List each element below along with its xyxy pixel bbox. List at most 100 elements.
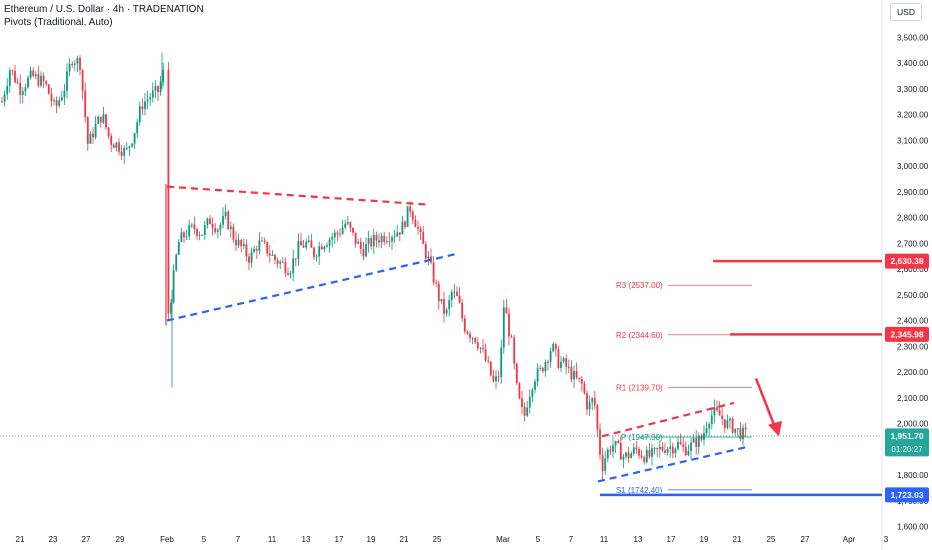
candle-body [398,232,401,235]
candle-body [250,252,253,263]
candle-body [86,117,89,144]
candle-body [24,87,27,92]
candle-body [310,240,313,248]
candle-body [450,292,453,301]
trendlines [166,185,749,483]
candle-body [222,215,224,225]
candle-body [544,361,547,372]
candle-body [508,313,510,337]
candle-body [744,427,747,430]
x-tick-label: 11 [600,535,609,544]
indicator-label[interactable]: Pivots (Traditional, Auto) [4,17,113,28]
x-tick-label: Feb [160,535,174,544]
candle-body [736,428,739,430]
candle-body [331,237,334,240]
candle-body [224,211,227,216]
y-tick-label: 3,400.00 [897,59,929,68]
candle-body [406,206,409,227]
x-tick-label: Mar [496,535,510,544]
candle-body [599,429,601,455]
candle-body [157,86,159,93]
y-tick-label: 2,700.00 [897,239,929,248]
candle-body [227,211,230,230]
candle-body [196,229,198,236]
candle-body [37,74,40,86]
candle-body [292,258,295,274]
candle-body [695,438,698,448]
candle-body [622,456,625,460]
candle-body [630,453,633,458]
trendline-upper-red-1 [166,185,429,206]
candle-body [240,239,243,247]
candle-body [440,299,443,302]
candle-body [352,227,354,233]
candle-body [391,237,393,242]
candle-body [437,283,440,302]
candle-body [118,142,120,152]
x-tick-label: 21 [400,535,409,544]
candle-body [297,241,300,259]
candle-body [188,225,191,237]
candle-body [60,97,63,101]
candle-body [718,410,721,416]
candle-body [638,448,640,456]
candle-body [510,336,513,338]
candle-body [432,262,435,283]
y-tick-label: 2,500.00 [897,291,929,300]
candle-body [305,241,308,248]
candle-body [211,223,214,228]
candle-body [214,227,217,232]
pivot-label: S1 (1742.40) [616,486,663,495]
y-tick-label: 2,600.00 [897,265,929,274]
time-axis[interactable]: 21 23 27 29 Feb 5 7 11 13 17 19 21 25 Mar 5 7 11 13 17 19 21… [16,535,889,544]
candle-body [661,446,664,451]
candle-body [32,70,35,76]
candle-body [40,75,42,86]
candle-body [112,144,115,148]
x-tick-label: 29 [116,535,125,544]
candle-body [370,238,373,247]
y-tick-label: 2,400.00 [897,317,929,326]
pivot-label: R2 (2344.60) [616,331,663,340]
candle-body [307,240,310,242]
candle-body [170,302,172,314]
down-arrow-annotation [754,377,782,437]
candle-body [71,64,74,66]
candle-body [346,222,349,224]
candle-body [422,232,425,244]
candle-body [726,420,729,428]
candle-body [419,228,422,233]
candle-body [443,299,445,314]
candle-body [120,151,123,156]
currency-button[interactable]: USD [890,3,922,21]
candle-body [141,106,144,110]
candle-body [474,337,477,343]
candle-body [11,70,14,72]
candle-body [253,249,256,253]
y-tick-label: 2,000.00 [897,420,929,429]
candle-body [653,447,656,449]
candle-body [487,360,490,362]
y-tick-label: 2,800.00 [897,214,929,223]
candle-body [651,448,653,457]
candle-body [739,428,742,440]
candle-body [131,143,133,147]
candle-body [341,227,344,234]
candle-body [565,358,568,367]
x-tick-label: 25 [767,535,776,544]
candle-body [255,249,258,251]
candle-body [575,371,578,378]
candle-body [734,428,737,433]
candle-body [643,457,646,463]
candle-body [193,224,196,230]
candle-body [242,244,245,247]
candle-body [471,337,474,339]
y-tick-label: 3,500.00 [897,33,929,42]
candle-body [125,147,128,149]
level-price-label: 2,630.38 [890,256,923,266]
price-axis[interactable]: 3,500.00 3,400.00 3,300.00 3,200.00 3,100.00… [897,33,929,531]
level-price-label-bg [885,326,929,342]
candle-body [612,445,614,452]
candle-body [497,376,500,378]
